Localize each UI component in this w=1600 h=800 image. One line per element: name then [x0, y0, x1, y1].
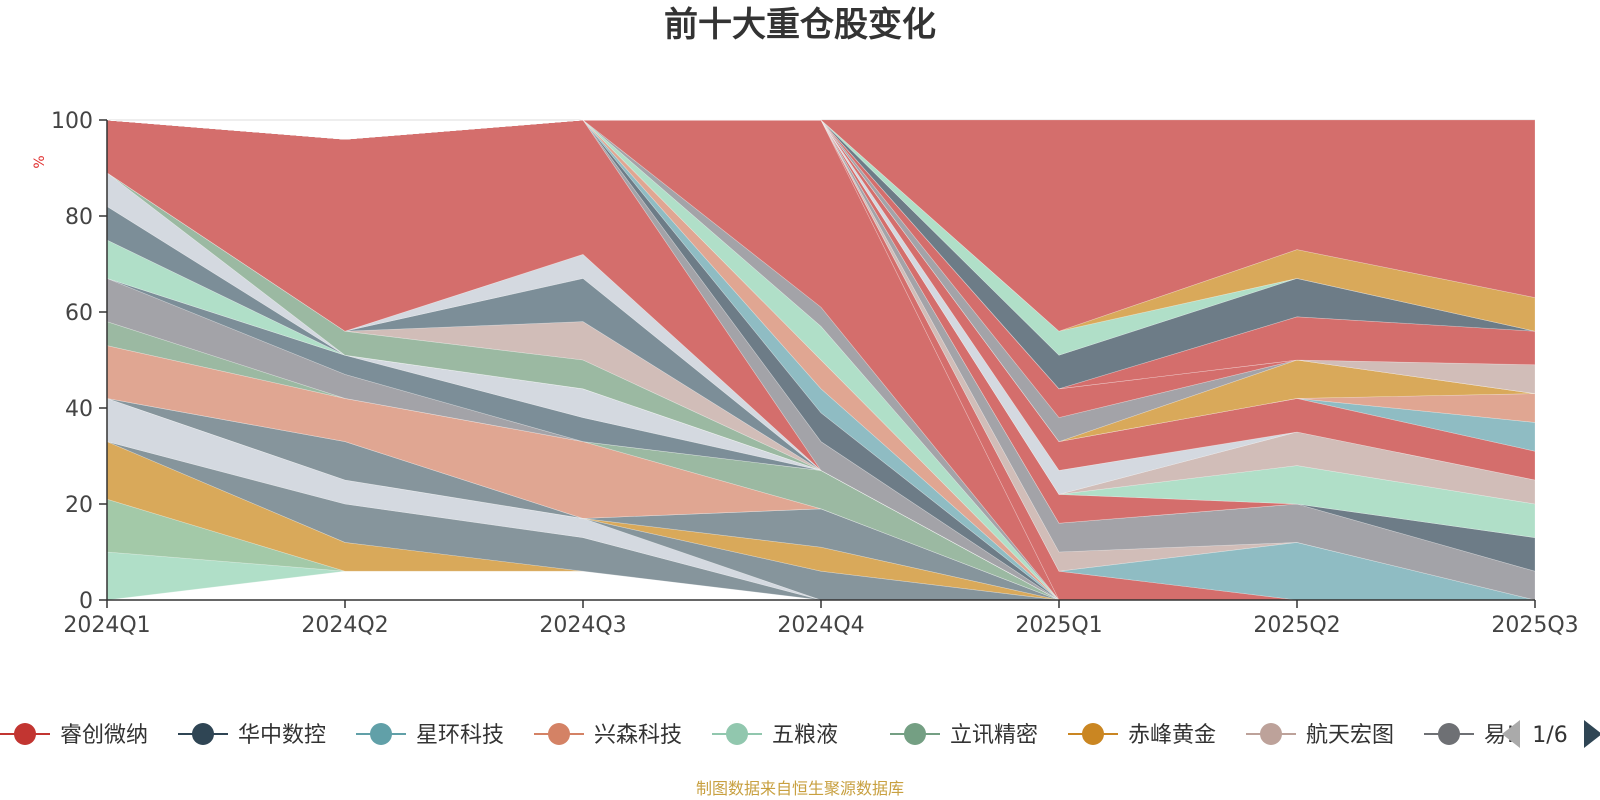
x-tick-label-2025Q2: 2025Q2: [1253, 613, 1340, 638]
legend-label-0: 睿创微纳: [60, 723, 148, 748]
legend-marker-5: [904, 723, 926, 745]
legend-item-1[interactable]: 华中数控: [178, 723, 326, 748]
legend-item-5[interactable]: 立讯精密: [890, 723, 1038, 748]
legend-item-3[interactable]: 兴森科技: [534, 723, 682, 748]
area-layer-41: [106, 119, 1536, 442]
legend-label-2: 星环科技: [416, 723, 504, 748]
legend-pager: 1/6: [1502, 720, 1600, 748]
x-tick-label-2024Q4: 2024Q4: [777, 613, 864, 638]
legend-item-2[interactable]: 星环科技: [356, 723, 504, 748]
area-layer-46: [106, 119, 1536, 390]
y-tick-label-20: 20: [65, 493, 93, 518]
area-layer-37: [106, 119, 1536, 505]
y-tick-label-0: 0: [79, 589, 93, 614]
legend-label-7: 航天宏图: [1306, 723, 1394, 748]
legend-label-5: 立讯精密: [950, 723, 1038, 748]
area-layer-29: [106, 119, 1535, 601]
legend: 睿创微纳 华中数控 星环科技 兴森科技 五粮液 立讯精密 赤峰黄金 航天宏图 易!: [0, 723, 1515, 748]
area-layer-39: [106, 119, 1536, 481]
legend-prev-icon[interactable]: [1502, 720, 1520, 748]
area-layer-49: [106, 119, 1536, 332]
y-tick-label-60: 60: [65, 301, 93, 326]
x-tick-label-2025Q1: 2025Q1: [1015, 613, 1102, 638]
y-tick-label-80: 80: [65, 205, 93, 230]
legend-marker-7: [1260, 723, 1282, 745]
x-axis-ticks: 2024Q1 2024Q2 2024Q3 2024Q4 2025Q1 2025Q2 2025…: [63, 600, 1579, 638]
y-axis-label: %: [32, 155, 48, 168]
area-layer-33: [106, 119, 1536, 601]
legend-marker-8: [1438, 723, 1460, 745]
legend-marker-1: [192, 723, 214, 745]
legend-marker-0: [14, 723, 36, 745]
x-tick-label-2024Q2: 2024Q2: [301, 613, 388, 638]
x-tick-label-2024Q3: 2024Q3: [539, 613, 626, 638]
y-tick-label-40: 40: [65, 397, 93, 422]
legend-label-1: 华中数控: [238, 723, 326, 748]
legend-label-6: 赤峰黄金: [1128, 723, 1216, 748]
y-axis-ticks: 0 20 40 60 80 100: [51, 109, 107, 614]
legend-marker-4: [726, 723, 748, 745]
legend-label-4: 五粮液: [772, 723, 838, 748]
legend-next-icon[interactable]: [1584, 720, 1600, 748]
legend-item-7[interactable]: 航天宏图: [1246, 723, 1394, 748]
legend-item-8[interactable]: 易!: [1424, 723, 1515, 748]
legend-item-0[interactable]: 睿创微纳: [0, 723, 148, 748]
legend-item-4[interactable]: 五粮液: [712, 723, 838, 748]
data-source-note: 制图数据来自恒生聚源数据库: [696, 779, 904, 798]
area-layer-40: [106, 119, 1536, 452]
area-layers: [106, 119, 1536, 601]
area-layer-45: [106, 119, 1536, 394]
chart-title: 前十大重仓股变化: [664, 5, 936, 45]
area-layer-30: [106, 119, 1535, 601]
area-layer-50: [106, 119, 1536, 332]
y-tick-label-100: 100: [51, 109, 93, 134]
x-tick-label-2024Q1: 2024Q1: [63, 613, 150, 638]
legend-page-indicator: 1/6: [1532, 723, 1567, 748]
area-layer-36: [106, 119, 1536, 538]
area-layer-34: [106, 119, 1536, 572]
legend-item-6[interactable]: 赤峰黄金: [1068, 723, 1216, 748]
legend-marker-2: [370, 723, 392, 745]
x-tick-label-2025Q3: 2025Q3: [1491, 613, 1578, 638]
legend-label-3: 兴森科技: [594, 723, 682, 748]
legend-marker-3: [548, 723, 570, 745]
legend-marker-6: [1082, 723, 1104, 745]
